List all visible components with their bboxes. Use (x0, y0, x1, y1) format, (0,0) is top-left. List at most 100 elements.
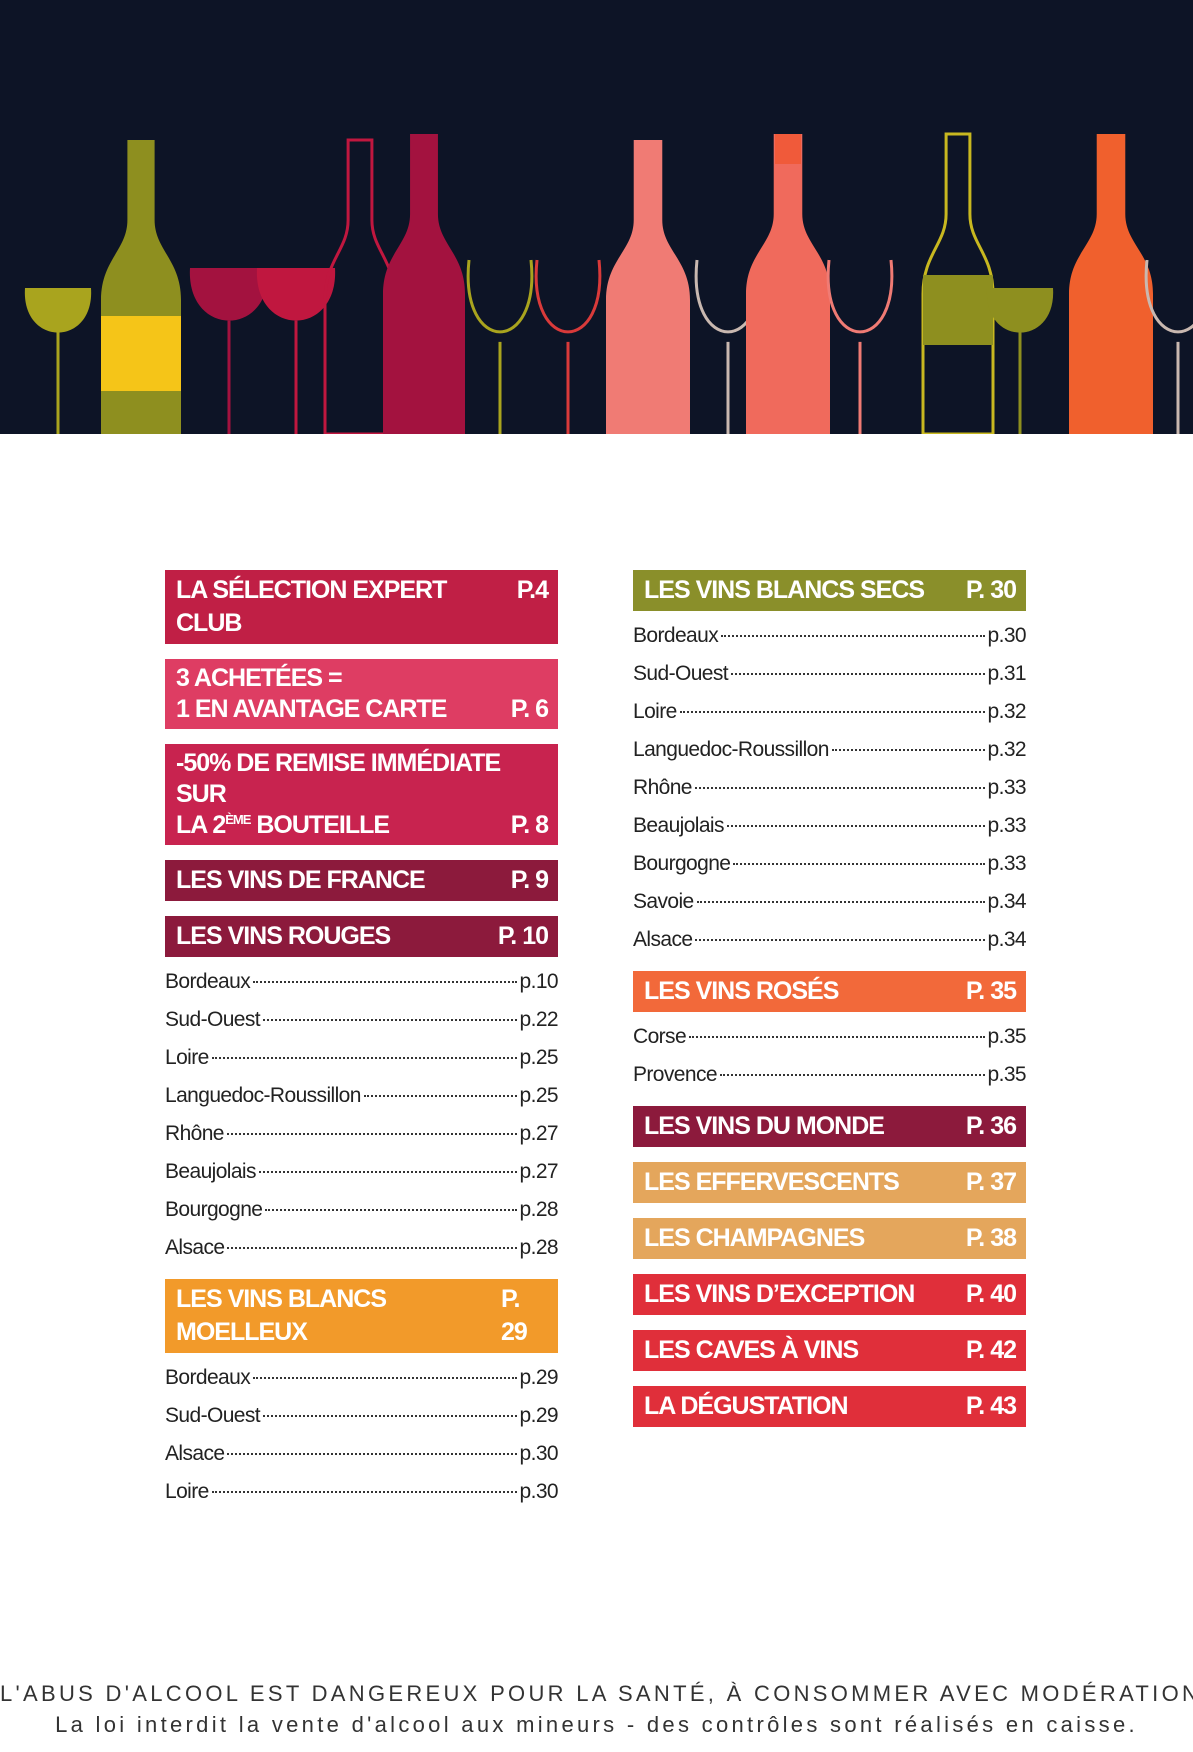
item-page: p.27 (519, 1160, 559, 1183)
section-page: P. 29 (501, 1285, 528, 1346)
leader-dots (263, 1019, 517, 1021)
leader-dots (227, 1247, 517, 1249)
section-bar: LES VINS D’EXCEPTION P. 40 (633, 1274, 1026, 1315)
glass (986, 288, 1054, 333)
title-text: LES VINS BLANCS MOELLEUX (176, 1285, 387, 1346)
section-title-line: LA 2ÈME BOUTEILLE P. 8 (176, 810, 549, 841)
bottle (606, 140, 690, 434)
section-title-line: LES VINS ROUGES P. 10 (176, 920, 549, 953)
toc-item: Bordeaux p.30 (633, 617, 1027, 655)
title-superscript: ÈME (225, 812, 251, 827)
item-name: Beaujolais (633, 814, 725, 837)
item-page: p.29 (519, 1404, 559, 1427)
banner-illustration (0, 0, 1193, 434)
item-name: Rhône (165, 1122, 224, 1145)
left-column: LA SÉLECTION EXPERT CLUB P.4 3 ACHETÉES = 1… (165, 570, 559, 1523)
title-text: BOUTEILLE (250, 811, 390, 839)
cap (775, 134, 801, 164)
toc-item: Sud-Ouest p.29 (165, 1397, 559, 1435)
item-name: Languedoc-Roussillon (633, 738, 829, 761)
item-name: Savoie (633, 890, 694, 913)
leader-dots (694, 787, 985, 789)
leader-dots (227, 1453, 517, 1455)
toc-item: Rhône p.33 (633, 769, 1027, 807)
item-name: Beaujolais (165, 1160, 257, 1183)
item-name: Sud-Ouest (165, 1008, 261, 1031)
leader-dots (696, 901, 985, 903)
section-page: P. 37 (965, 1168, 1017, 1196)
section-page: P. 30 (965, 576, 1017, 604)
section-title-line: LES VINS DE FRANCE P. 9 (176, 864, 549, 897)
title-text: LA 2 (176, 811, 226, 839)
section-title-line: 3 ACHETÉES = (176, 663, 548, 694)
title-text: LES VINS DU MONDE (644, 1112, 885, 1140)
item-name: Sud-Ouest (165, 1404, 261, 1427)
item-page: p.32 (987, 738, 1027, 761)
leader-dots (211, 1057, 517, 1059)
section-bar: LES VINS DE FRANCE P. 9 (165, 860, 558, 901)
section-title-line: LA SÉLECTION EXPERT CLUB P.4 (176, 574, 549, 640)
item-page: p.35 (987, 1025, 1027, 1048)
section-page: P. 10 (497, 922, 549, 950)
toc-item: Alsace p.30 (165, 1435, 559, 1473)
bottle (1069, 134, 1153, 434)
title-text: LES VINS ROSÉS (644, 977, 839, 1005)
item-page: p.29 (519, 1366, 559, 1389)
section-bar: LES VINS BLANCS MOELLEUX P. 29 (165, 1279, 558, 1353)
item-page: p.25 (519, 1046, 559, 1069)
glass (1144, 259, 1193, 334)
section-bar: LES CHAMPAGNES P. 38 (633, 1218, 1026, 1259)
item-page: p.30 (519, 1480, 559, 1503)
section-title-line: LES CHAMPAGNES P. 38 (644, 1222, 1017, 1255)
toc-item: Beaujolais p.27 (165, 1153, 559, 1191)
section-bar: LES VINS ROUGES P. 10 (165, 916, 558, 957)
glass (24, 288, 92, 333)
footer-warning: L'ABUS D'ALCOOL EST DANGEREUX POUR LA SA… (0, 1681, 1193, 1706)
item-page: p.28 (519, 1198, 559, 1221)
title-text: LES EFFERVESCENTS (644, 1168, 900, 1196)
section-title-line: LES VINS ROSÉS P. 35 (644, 975, 1017, 1008)
section-title-line: LA DÉGUSTATION P. 43 (644, 1390, 1017, 1423)
item-page: p.30 (987, 624, 1027, 647)
title-text: LES VINS DE FRANCE (176, 866, 426, 894)
glass (466, 259, 534, 334)
section-title: LES VINS D’EXCEPTION (644, 1278, 915, 1311)
title-text: LES VINS D’EXCEPTION (644, 1280, 915, 1308)
item-name: Loire (165, 1046, 209, 1069)
footer-notice: La loi interdit la vente d'alcool aux mi… (55, 1712, 1138, 1737)
title-text: LA SÉLECTION EXPERT CLUB (176, 576, 447, 637)
section-bar: 3 ACHETÉES = 1 EN AVANTAGE CARTE P. 6 (165, 659, 558, 729)
section-title: LES VINS ROUGES (176, 920, 391, 953)
toc-item: Sud-Ouest p.22 (165, 1001, 559, 1039)
item-page: p.33 (987, 814, 1027, 837)
toc-item: Bordeaux p.10 (165, 963, 559, 1001)
item-list: Corse p.35 Provence p.35 (633, 1018, 1027, 1094)
toc-item: Provence p.35 (633, 1056, 1027, 1094)
title-text: LES CAVES À VINS (644, 1336, 859, 1364)
leader-dots (253, 981, 517, 983)
leader-dots (226, 1133, 517, 1135)
section-page: P. 42 (965, 1336, 1017, 1364)
section-page: P. 8 (510, 811, 549, 839)
section-title-line: -50% DE REMISE IMMÉDIATE SUR (176, 748, 548, 810)
footer: L'ABUS D'ALCOOL EST DANGEREUX POUR LA SA… (0, 1678, 1193, 1740)
toc-item: Languedoc-Roussillon p.25 (165, 1077, 559, 1115)
section-bar: LES CAVES À VINS P. 42 (633, 1330, 1026, 1371)
leader-dots (253, 1377, 517, 1379)
title-text: LES VINS ROUGES (176, 922, 391, 950)
toc-item: Bordeaux p.29 (165, 1359, 559, 1397)
item-page: p.25 (519, 1084, 559, 1107)
item-name: Corse (633, 1025, 687, 1048)
item-name: Sud-Ouest (633, 662, 729, 685)
item-list: Bordeaux p.29 Sud-Ouest p.29 Alsace p.30 Loire… (165, 1359, 559, 1511)
item-name: Bordeaux (165, 1366, 251, 1389)
glass (826, 259, 894, 334)
glass (189, 268, 269, 321)
section-title: LES VINS DE FRANCE (176, 864, 426, 897)
item-page: p.33 (987, 776, 1027, 799)
leader-dots (211, 1491, 517, 1493)
item-page: p.34 (987, 928, 1027, 951)
item-name: Alsace (633, 928, 693, 951)
title-text: 3 ACHETÉES = (176, 664, 343, 692)
